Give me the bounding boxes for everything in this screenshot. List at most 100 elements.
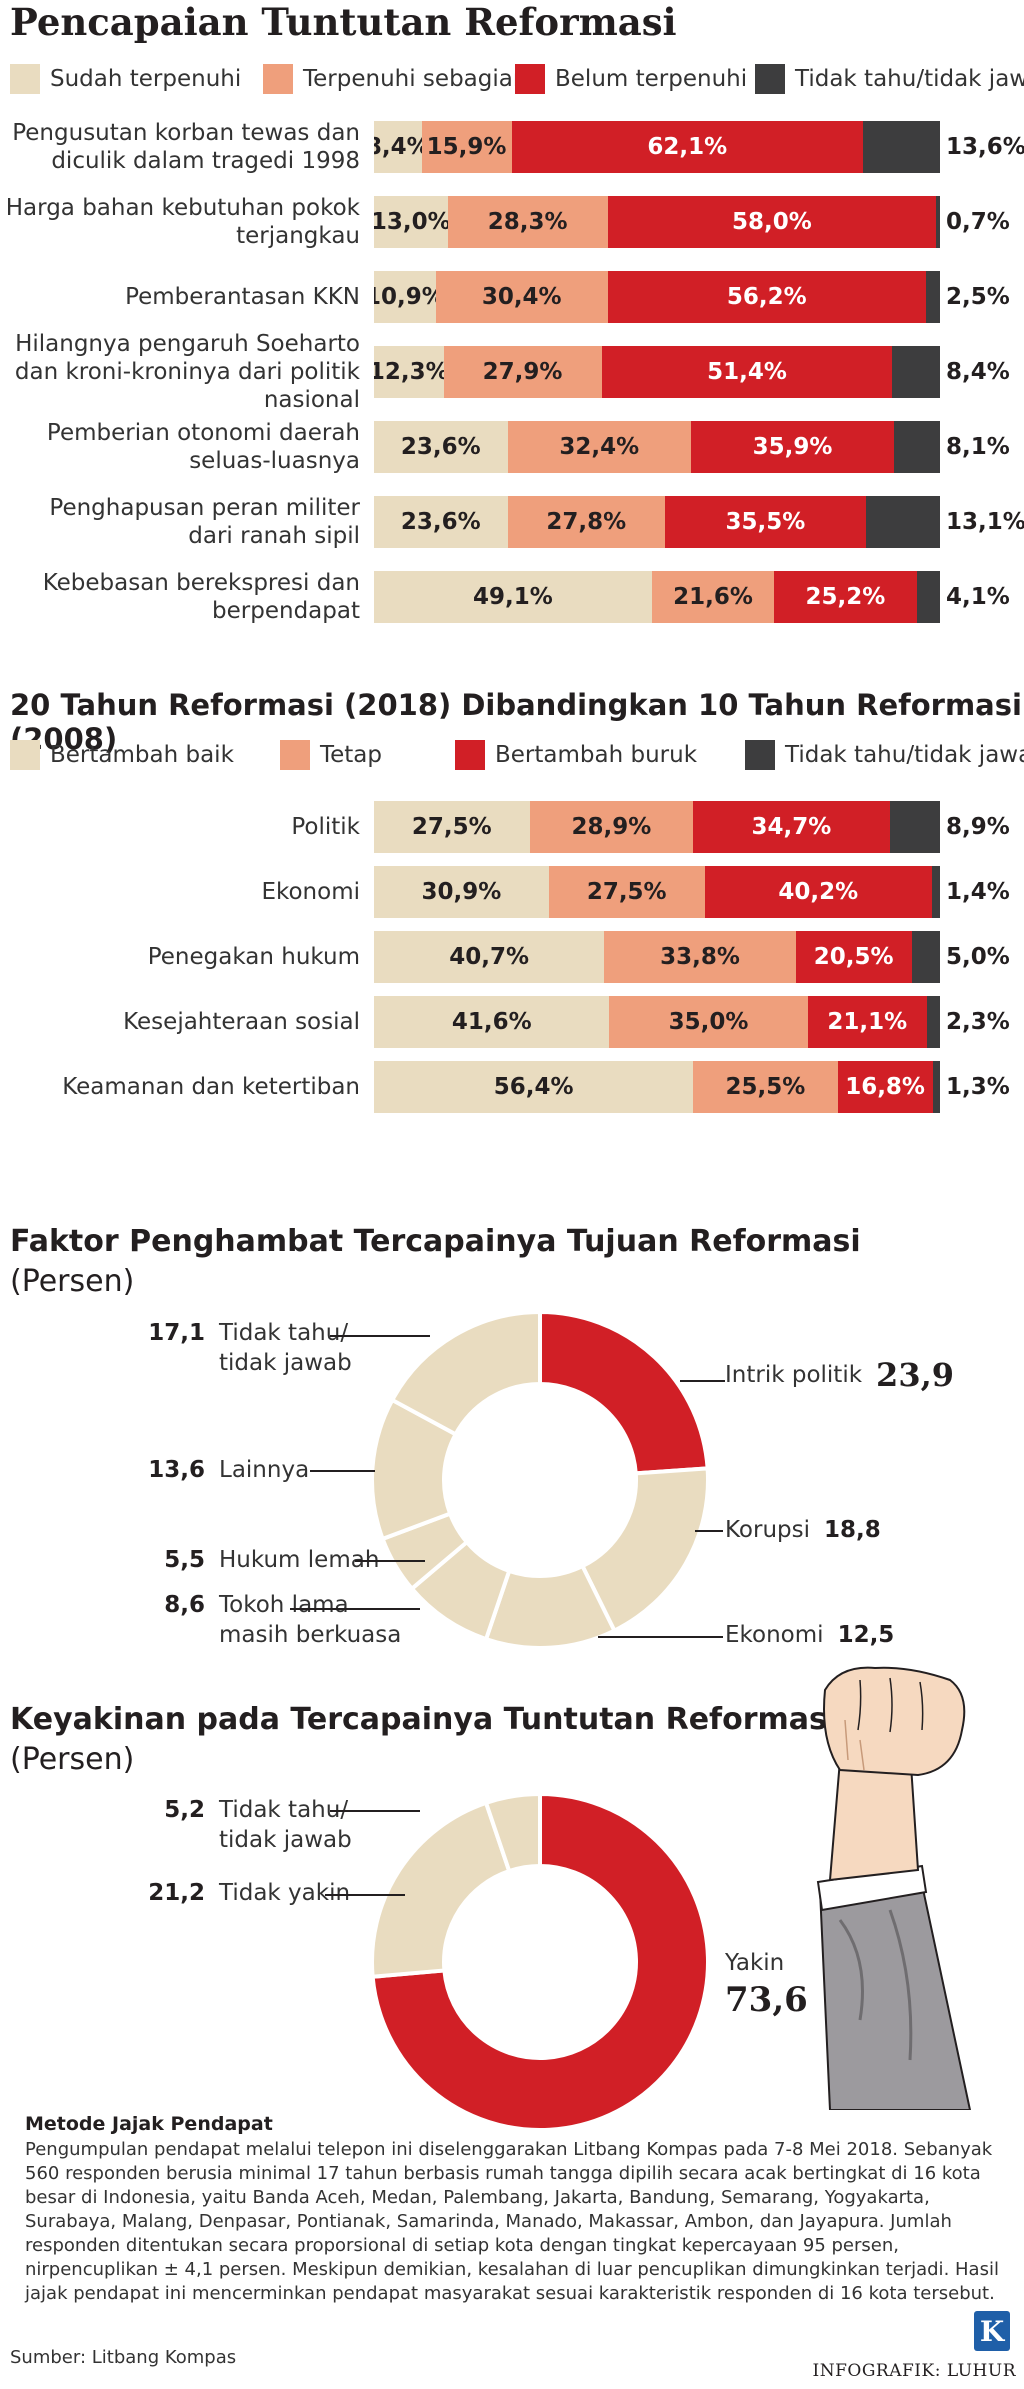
bar-row: Hilangnya pengaruh Soeharto dan kroni-kr… [0, 331, 1024, 413]
bar-value-label: 8,1% [946, 434, 1010, 460]
legend-item: Tidak tahu/tidak jawab [755, 64, 1024, 94]
bar-segment: 28,9% [529, 801, 694, 853]
bar-segment [926, 996, 940, 1048]
source-note: Sumber: Litbang Kompas [10, 2347, 237, 2368]
bar-segment [863, 121, 940, 173]
donut-category: Ekonomi [725, 1622, 824, 1648]
section2-legend: Bertambah baik Tetap Bertambah buruk Tidak … [10, 740, 1024, 770]
section4-unit: (Persen) [10, 1742, 135, 1777]
donut-label: Korupsi 18,8 [725, 1515, 895, 1545]
legend-swatch [455, 740, 485, 770]
leader-line [695, 1530, 723, 1532]
bar-segment: 28,3% [447, 196, 608, 248]
bar-segment: 35,5% [664, 496, 866, 548]
bar-segment: 33,8% [604, 931, 796, 983]
bar-segment: 13,0% [374, 196, 451, 248]
bar-segment: 12,3% [374, 346, 449, 398]
donut-value: 17,1 [148, 1320, 205, 1346]
donut-label: 5,2 Tidak tahu/ tidak jawab [135, 1795, 359, 1855]
legend-label: Terpenuhi sebagian [303, 66, 528, 92]
bar-category-label: Hilangnya pengaruh Soeharto dan kroni-kr… [14, 331, 360, 413]
stacked-bar: 8,4%15,9%62,1% [374, 121, 940, 173]
stacked-bar: 27,5% 28,9% 34,7% [374, 801, 940, 853]
bar-value-label: 13,1% [946, 509, 1024, 535]
donut-label: Ekonomi 12,5 [725, 1620, 908, 1650]
bar-category-label: Kesejahteraan sosial [123, 1009, 360, 1035]
legend-item: Terpenuhi sebagian [263, 64, 527, 94]
bar-category-label: Penghapusan peran militer dari ranah sip… [49, 495, 360, 549]
bar-category-label: Ekonomi [261, 879, 360, 905]
donut-value: 18,8 [824, 1517, 881, 1543]
leader-line [680, 1380, 725, 1382]
legend-item: Bertambah baik [10, 740, 234, 770]
bar-row: Pemberantasan KKN10,9%30,4%56,2%2,5% [0, 268, 1024, 326]
bar-category-label: Pengusutan korban tewas dan diculik dala… [12, 120, 360, 174]
legend-swatch [745, 740, 775, 770]
bar-category-label: Pemberian otonomi daerah seluas-luasnya [46, 420, 360, 474]
raised-fist-illustration [816, 1666, 972, 2110]
donut-label: 13,6 Lainnya [135, 1455, 309, 1485]
legend-item: Bertambah buruk [455, 740, 697, 770]
bar-row: Keamanan dan ketertiban 56,4% 25,5% 16,8% 1,… [0, 1058, 1024, 1116]
section2-title: 20 Tahun Reformasi (2018) Dibandingkan 1… [10, 688, 1022, 756]
bar-segment: 62,1% [511, 121, 863, 173]
bar-row: Penegakan hukum 40,7% 33,8% 20,5% 5,0% [0, 928, 1024, 986]
bar-segment [894, 421, 940, 473]
method-title: Metode Jajak Pendapat [25, 2113, 273, 2135]
bar-segment: 21,6% [651, 571, 775, 623]
donut-value: 12,5 [837, 1622, 895, 1648]
section1-title: Pencapaian Tuntutan Reformasi [10, 0, 677, 44]
donut-label: 17,1 Tidak tahu/ tidak jawab [135, 1318, 359, 1378]
donut1-chart [370, 1309, 710, 1650]
bar-segment: 15,9% [421, 121, 512, 173]
leader-line [598, 1636, 723, 1638]
bar-value-label: 1,4% [946, 879, 1010, 905]
donut-category: Hukum lemah [219, 1547, 380, 1573]
bar-segment: 25,2% [774, 571, 917, 623]
donut-value: 13,6 [148, 1457, 205, 1483]
bar-segment [925, 271, 940, 323]
method-body: Pengumpulan pendapat melalui telepon ini… [25, 2139, 999, 2304]
bar-segment: 27,9% [443, 346, 602, 398]
bar-category-label: Kebebasan berekspresi dan berpendapat [42, 570, 360, 624]
bar-segment [932, 1061, 940, 1113]
donut-label: 8,6 Tokoh lama masih berkuasa [135, 1590, 409, 1650]
infographic-credit: INFOGRAFIK: LUHUR [812, 2361, 1016, 2381]
bar-segment [916, 571, 940, 623]
bar-value-label: 0,7% [946, 209, 1010, 235]
donut-label: 5,5 Hukum lemah [135, 1545, 379, 1575]
donut2-svg [370, 1791, 710, 2132]
donut-category: Tidak tahu/ tidak jawab [219, 1797, 352, 1853]
section3-unit: (Persen) [10, 1264, 135, 1299]
legend-item: Sudah terpenuhi [10, 64, 241, 94]
donut-category: Tidak yakin [219, 1880, 351, 1906]
bar-segment [865, 496, 940, 548]
leader-line [330, 1335, 430, 1337]
legend-label: Tidak tahu/tidak jawab [795, 66, 1024, 92]
bar-segment: 27,5% [548, 866, 705, 918]
bar-category-label: Pemberantasan KKN [125, 284, 360, 310]
legend-item: Belum terpenuhi [515, 64, 747, 94]
bar-value-label: 2,5% [946, 284, 1010, 310]
bar-value-label: 1,3% [946, 1074, 1010, 1100]
legend-label: Bertambah buruk [495, 742, 698, 768]
donut-slice [370, 1791, 710, 2132]
bar-category-label: Penegakan hukum [147, 944, 360, 970]
leader-line [355, 1560, 425, 1562]
donut1-svg [370, 1309, 710, 1650]
bar-value-label: 13,6% [946, 134, 1024, 160]
bar-segment: 51,4% [601, 346, 893, 398]
donut-category: Tokoh lama masih berkuasa [219, 1592, 402, 1648]
legend-swatch [515, 64, 545, 94]
legend-swatch [10, 740, 40, 770]
bar-segment: 8,4% [374, 121, 430, 173]
bar-value-label: 8,9% [946, 814, 1010, 840]
leader-line [325, 1894, 405, 1896]
bar-segment: 49,1% [374, 571, 652, 623]
donut-category: Intrik politik [725, 1362, 863, 1388]
bar-segment [932, 866, 940, 918]
bar-row: Pengusutan korban tewas dan diculik dala… [0, 118, 1024, 176]
stacked-bar: 13,0% 28,3% 58,0% [374, 196, 940, 248]
donut-category: Tidak tahu/ tidak jawab [219, 1320, 352, 1376]
bar-segment: 25,5% [693, 1061, 838, 1113]
